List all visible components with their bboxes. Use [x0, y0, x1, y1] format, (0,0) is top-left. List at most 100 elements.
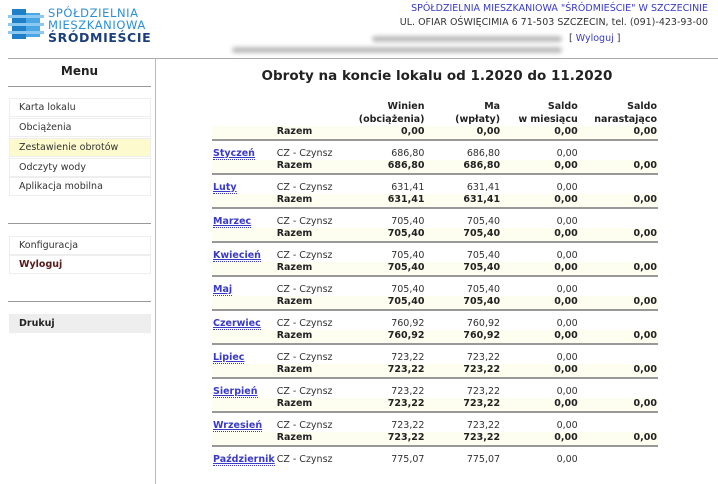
ma: 723,22: [425, 364, 502, 379]
saldo: 0,00: [556, 147, 578, 159]
saldo: 0,00: [501, 160, 579, 175]
winien: 705,40: [357, 296, 426, 311]
month-link[interactable]: Październik: [213, 453, 275, 466]
org-address: UL. OFIAR OŚWIĘCIMIA 6 71-503 SZCZECIN, …: [399, 17, 708, 28]
ma: 760,92: [425, 330, 502, 345]
month-link[interactable]: Luty: [213, 181, 237, 194]
bracket: [: [569, 33, 576, 44]
menu-konfiguracja[interactable]: Konfiguracja: [9, 236, 151, 255]
col-winien-sub: (obciążenia): [358, 113, 425, 125]
saldo: 0,00: [556, 317, 578, 329]
divider: [8, 86, 151, 87]
ma: 631,41: [466, 181, 501, 193]
month-total-row: Razem 705,40 705,40 0,00 0,00: [212, 262, 658, 277]
month-row: Styczeń CZ - Czynsz 686,80 686,80 0,00: [212, 147, 658, 161]
month-link[interactable]: Maj: [213, 283, 233, 296]
narastajaco: 0,00: [578, 262, 658, 277]
description: CZ - Czynsz: [276, 385, 333, 397]
sidebar-divider: [155, 58, 156, 484]
winien: 631,41: [357, 194, 426, 209]
ma: 705,40: [425, 296, 502, 311]
saldo: 0,00: [501, 194, 579, 209]
ma: 686,80: [425, 160, 502, 175]
month-row: Sierpień CZ - Czynsz 723,22 723,22 0,00: [212, 385, 658, 399]
winien: 705,40: [357, 262, 426, 277]
print-button[interactable]: Drukuj: [9, 314, 151, 333]
saldo: 0,00: [556, 419, 578, 431]
col-saldo-sub: w miesiącu: [518, 113, 578, 125]
ma: 723,22: [466, 419, 501, 431]
menu-aplikacja-mobilna[interactable]: Aplikacja mobilna: [9, 177, 151, 196]
ma: 686,80: [466, 147, 501, 159]
saldo: 0,00: [556, 351, 578, 363]
logout-link[interactable]: Wyloguj: [575, 33, 614, 44]
col-narastajaco: Saldo: [627, 101, 657, 112]
description: CZ - Czynsz: [276, 249, 333, 261]
label: Razem: [275, 228, 358, 243]
ma: 705,40: [425, 228, 502, 243]
month-link[interactable]: Czerwiec: [213, 317, 261, 330]
top-logout: [ Wyloguj ]: [569, 33, 620, 44]
description: CZ - Czynsz: [276, 419, 333, 431]
redacted-address: [232, 47, 562, 53]
narastajaco: 0,00: [578, 432, 658, 447]
col-winien: Winien: [387, 101, 425, 112]
month-link[interactable]: Wrzesień: [213, 419, 263, 432]
month-total-row: Razem 705,40 705,40 0,00 0,00: [212, 296, 658, 311]
logo-text: MIESZKANIOWA: [48, 18, 146, 32]
description: CZ - Czynsz: [276, 351, 333, 363]
description: CZ - Czynsz: [276, 147, 333, 159]
menu-wyloguj[interactable]: Wyloguj: [9, 255, 151, 274]
divider: [8, 223, 151, 224]
menu-obciazenia[interactable]: Obciążenia: [9, 118, 151, 137]
divider: [8, 301, 151, 302]
saldo: 0,00: [556, 453, 578, 465]
winien: 723,22: [357, 364, 426, 379]
winien: 0,00: [357, 126, 426, 141]
saldo: 0,00: [501, 432, 579, 447]
winien: 705,40: [391, 283, 425, 295]
org-name: SPÓŁDZIELNIA MIESZKANIOWA "ŚRÓDMIEŚCIE" …: [411, 3, 708, 14]
ma: 705,40: [466, 249, 501, 261]
ma: 705,40: [466, 215, 501, 227]
col-ma: Ma: [484, 101, 501, 112]
page-title: Obroty na koncie lokalu od 1.2020 do 11.…: [261, 68, 613, 84]
month-row: Maj CZ - Czynsz 705,40 705,40 0,00: [212, 283, 658, 297]
month-row: Luty CZ - Czynsz 631,41 631,41 0,00: [212, 181, 658, 195]
menu-karta-lokalu[interactable]: Karta lokalu: [9, 98, 151, 117]
narastajaco: 0,00: [578, 228, 658, 243]
narastajaco: 0,00: [578, 194, 658, 209]
month-link[interactable]: Kwiecień: [213, 249, 261, 262]
narastajaco: 0,00: [578, 160, 658, 175]
description: CZ - Czynsz: [276, 283, 333, 295]
redacted-user: [372, 36, 562, 42]
label: Razem: [275, 262, 358, 277]
month-link[interactable]: Lipiec: [213, 351, 245, 364]
month-link[interactable]: Sierpień: [213, 385, 258, 398]
menu-odczyty-wody[interactable]: Odczyty wody: [9, 158, 151, 177]
label: Razem: [275, 364, 358, 379]
month-link[interactable]: Styczeń: [213, 147, 255, 160]
ma: 723,22: [466, 385, 501, 397]
description: CZ - Czynsz: [276, 317, 333, 329]
label: Razem: [275, 432, 358, 447]
month-link[interactable]: Marzec: [213, 215, 252, 228]
winien: 723,22: [357, 432, 426, 447]
winien: 686,80: [391, 147, 425, 159]
winien: 760,92: [391, 317, 425, 329]
winien: 723,22: [391, 419, 425, 431]
saldo: 0,00: [501, 228, 579, 243]
narastajaco: 0,00: [578, 330, 658, 345]
winien: 631,41: [391, 181, 425, 193]
header-divider: [8, 58, 718, 59]
month-total-row: Razem 723,22 723,22 0,00 0,00: [212, 432, 658, 447]
label: Razem: [275, 330, 358, 345]
col-narastajaco-sub: narastająco: [594, 113, 657, 125]
menu-zestawienie-obrotow[interactable]: Zestawienie obrotów: [9, 138, 151, 157]
month-row: Lipiec CZ - Czynsz 723,22 723,22 0,00: [212, 351, 658, 365]
month-row: Wrzesień CZ - Czynsz 723,22 723,22 0,00: [212, 419, 658, 433]
month-row: Czerwiec CZ - Czynsz 760,92 760,92 0,00: [212, 317, 658, 331]
ma: 631,41: [425, 194, 502, 209]
winien: 723,22: [357, 398, 426, 413]
saldo: 0,00: [501, 126, 579, 141]
